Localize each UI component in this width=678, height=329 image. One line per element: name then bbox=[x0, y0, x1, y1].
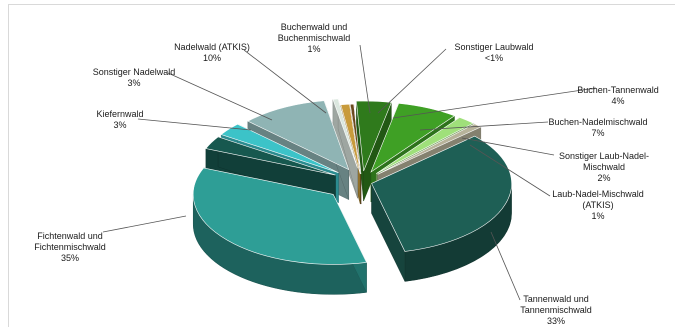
slice-fichtenwald-und-fichtenmischwald bbox=[192, 167, 367, 265]
label-sonstiger-laubwald: Sonstiger Laubwald <1% bbox=[454, 42, 533, 63]
label-sonstiger-nadelwald: Sonstiger Nadelwald 3% bbox=[93, 67, 176, 88]
label-fichtenwald-und-line: 35% bbox=[61, 253, 79, 263]
label-laub-nadel-mischwald-line: (ATKIS) bbox=[582, 200, 613, 210]
slice-nadelwald-atkis bbox=[247, 100, 350, 171]
label-nadelwald-atkis-line: Nadelwald (ATKIS) bbox=[174, 42, 250, 52]
label-sonstiger-laubwald-line: Sonstiger Laubwald bbox=[454, 42, 533, 52]
leader-line-sonstiger-laubwald bbox=[377, 48, 447, 114]
slice-tops bbox=[192, 98, 512, 265]
label-sonstiger-laub-nadel: Sonstiger Laub-Nadel-Mischwald 2% bbox=[559, 151, 649, 183]
label-buchen-nadelmischwald-line: 7% bbox=[591, 128, 604, 138]
label-buchen-tannenwald-line: Buchen-Tannenwald bbox=[577, 85, 659, 95]
slice-buchen-nadelmischwald bbox=[370, 103, 456, 173]
slice-kiefernwald bbox=[205, 136, 336, 176]
label-nadelwald-atkis-line: 10% bbox=[203, 53, 221, 63]
label-sonstiger-laub-nadel-line: Sonstiger Laub-Nadel- bbox=[559, 151, 649, 161]
slice-labels: Buchenwald und Buchenmischwald 1% Sonstiger… bbox=[34, 22, 659, 326]
label-buchenwald-und: Buchenwald und Buchenmischwald 1% bbox=[278, 22, 351, 54]
label-tannenwald-und-line: Tannenmischwald bbox=[520, 305, 592, 315]
label-fichtenwald-und-line: Fichtenwald und bbox=[37, 231, 103, 241]
label-tannenwald-und-line: 33% bbox=[547, 316, 565, 326]
label-buchen-tannenwald: Buchen-Tannenwald 4% bbox=[577, 85, 659, 106]
label-tannenwald-und-line: Tannenwald und bbox=[523, 294, 589, 304]
label-sonstiger-laubwald-line: <1% bbox=[485, 53, 503, 63]
label-buchen-tannenwald-line: 4% bbox=[611, 96, 624, 106]
label-buchen-nadelmischwald-line: Buchen-Nadelmischwald bbox=[548, 117, 647, 127]
label-buchen-nadelmischwald: Buchen-Nadelmischwald 7% bbox=[548, 117, 647, 138]
label-sonstiger-laub-nadel-line: 2% bbox=[597, 173, 610, 183]
leader-line-tannenwald-und bbox=[490, 231, 521, 301]
leader-line-buchen-tannenwald bbox=[392, 87, 597, 119]
label-nadelwald-atkis: Nadelwald (ATKIS) 10% bbox=[174, 42, 250, 63]
label-tannenwald-und: Tannenwald und Tannenmischwald 33% bbox=[520, 294, 592, 326]
slice-buchen-tannenwald bbox=[356, 100, 392, 172]
label-kiefernwald: Kiefernwald 3% bbox=[96, 109, 143, 130]
label-buchenwald-und-line: Buchenwald und bbox=[281, 22, 348, 32]
slice-unlabeled-11 bbox=[332, 98, 358, 169]
slice-tannenwald-und-tannenmischwald bbox=[371, 135, 512, 252]
label-buchenwald-und-line: 1% bbox=[307, 44, 320, 54]
slice-sonstiger-laub-nadel-mischwald bbox=[376, 117, 474, 174]
leader-line-fichtenwald-und bbox=[102, 215, 187, 233]
leader-line-nadelwald-atkis bbox=[243, 49, 327, 114]
leader-line-buchenwald-und bbox=[359, 44, 371, 114]
label-kiefernwald-line: Kiefernwald bbox=[96, 109, 143, 119]
slice-sonstiger-laubwald bbox=[349, 103, 362, 175]
label-laub-nadel-mischwald-line: 1% bbox=[591, 211, 604, 221]
label-fichtenwald-und: Fichtenwald und Fichtenmischwald 35% bbox=[34, 231, 106, 263]
leader-line-kiefernwald bbox=[137, 118, 252, 131]
slice-sonstiger-nadelwald bbox=[220, 123, 339, 173]
slice-buchenwald-und-buchenmischwald bbox=[340, 103, 361, 175]
label-laub-nadel-mischwald-line: Laub-Nadel-Mischwald bbox=[552, 189, 644, 199]
label-sonstiger-nadelwald-line: 3% bbox=[127, 78, 140, 88]
label-fichtenwald-und-line: Fichtenmischwald bbox=[34, 242, 106, 252]
label-laub-nadel-mischwald: Laub-Nadel-Mischwald (ATKIS) 1% bbox=[552, 189, 644, 221]
label-buchenwald-und-line: Buchenmischwald bbox=[278, 33, 351, 43]
leader-line-sonstiger-nadelwald bbox=[167, 72, 273, 121]
label-kiefernwald-line: 3% bbox=[113, 120, 126, 130]
label-sonstiger-nadelwald-line: Sonstiger Nadelwald bbox=[93, 67, 176, 77]
leader-line-sonstiger-laub-nadel bbox=[461, 137, 555, 156]
slice-laub-nadel-mischwald-atkis bbox=[377, 123, 482, 175]
leader-line-buchen-nadelmischwald bbox=[419, 121, 549, 131]
leader-line-laub-nadel-mischwald bbox=[469, 144, 551, 197]
label-sonstiger-laub-nadel-line: Mischwald bbox=[583, 162, 625, 172]
